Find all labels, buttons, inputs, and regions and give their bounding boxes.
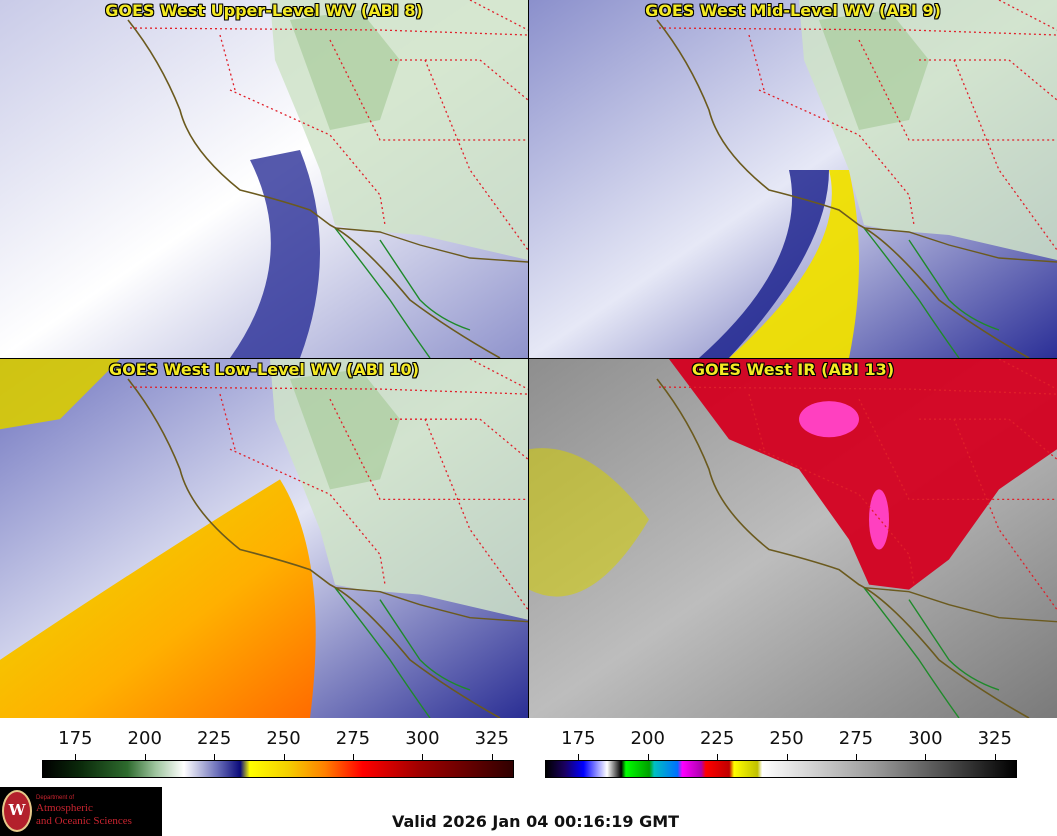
colorbar-tick-mark [647,754,649,760]
panel-divider-horizontal [0,358,1057,359]
dry-land-patch [290,10,400,130]
hot-spot [799,401,859,438]
colorbar-tick-label: 250 [769,728,804,749]
uw-seal-icon: W [2,790,32,832]
upper-level-wv-panel: GOES West Upper-Level WV (ABI 8) [0,0,528,358]
us-mexico-border [863,586,1057,623]
state-borders [129,0,528,251]
colorbar-tick-label: 200 [630,728,665,749]
warm-land-surface [669,359,1057,590]
colorbar-tick-mark [144,754,146,760]
moist-plume [230,150,320,358]
dry-land-patch [819,10,929,130]
panel-divider-vertical [528,0,529,718]
colorbar-tick-label: 325 [977,728,1012,749]
colorbar-tick-mark [422,754,424,760]
low-level-wv-image [0,359,528,718]
dry-corner [0,359,120,430]
mexico-coastline [863,587,1000,718]
ir-panel: GOES West IR (ABI 13) [529,359,1057,718]
ir-image [529,359,1057,718]
colorbar-tick-label: 300 [908,728,943,749]
upper-level-wv-image [0,0,528,358]
low-level-wv-panel: GOES West Low-Level WV (ABI 10) [0,359,528,718]
us-mexico-border [334,227,528,263]
colorbar-tick-label: 275 [335,728,371,749]
ir-colorbar-ticks: 175 200 225 250 275 300 325 [545,728,1017,752]
colorbar-tick-mark [717,754,719,760]
colorbar-tick-mark [283,754,285,760]
state-borders [129,359,528,611]
low-level-wv-title: GOES West Low-Level WV (ABI 10) [108,360,419,379]
coastline [656,19,1030,358]
colorbar-tick-label: 225 [699,728,735,749]
aos-logo: W Department of Atmospheric and Oceanic … [0,787,162,836]
logo-line1: Atmospheric [36,802,93,814]
wv-colorbar: 175 200 225 250 275 300 325 [42,728,514,780]
colorbar-tick-mark [352,754,354,760]
dry-slot [729,170,859,358]
mid-level-wv-image [529,0,1057,358]
mexico-coastline [334,227,471,358]
mid-level-wv-title: GOES West Mid-Level WV (ABI 9) [645,1,941,20]
state-borders [658,359,1057,611]
mexico-coastline [863,227,1000,358]
mexico-coastline [334,587,471,718]
colorbar-tick-label: 300 [405,728,440,749]
colorbar-tick-mark [75,754,77,760]
colorbar-tick-mark [214,754,216,760]
logo-dept-text: Department of [36,795,75,801]
coastline [127,19,501,358]
colorbar-tick-mark [994,754,996,760]
cloud-tops [529,448,649,597]
ir-colorbar-gradient [545,760,1017,778]
colorbar-tick-label: 325 [474,728,509,749]
us-mexico-border [863,227,1057,263]
colorbar-tick-label: 200 [127,728,162,749]
dry-land-patch [290,369,400,490]
wv-colorbar-gradient [42,760,514,778]
upper-level-wv-title: GOES West Upper-Level WV (ABI 8) [105,1,423,20]
ir-colorbar: 175 200 225 250 275 300 325 [545,728,1017,780]
ir-title: GOES West IR (ABI 13) [691,360,895,379]
coastline [656,378,1030,718]
wv-colorbar-ticks: 175 200 225 250 275 300 325 [42,728,514,752]
logo-line2: and Oceanic Sciences [36,815,132,827]
colorbar-tick-label: 275 [838,728,874,749]
colorbar-tick-mark [578,754,580,760]
mid-level-wv-panel: GOES West Mid-Level WV (ABI 9) [529,0,1057,358]
state-borders [658,0,1057,251]
coastline [127,378,501,718]
colorbar-tick-label: 250 [266,728,301,749]
moist-band [699,170,829,358]
colorbar-tick-label: 175 [561,728,596,749]
colorbar-tick-mark [855,754,857,760]
valid-time: Valid 2026 Jan 04 00:16:19 GMT [392,812,680,831]
colorbar-tick-label: 225 [196,728,232,749]
colorbar-tick-mark [786,754,788,760]
colorbar-tick-label: 175 [58,728,93,749]
low-level-dry-region [0,479,316,718]
colorbar-tick-mark [925,754,927,760]
us-mexico-border [334,586,528,623]
colorbar-tick-mark [491,754,493,760]
